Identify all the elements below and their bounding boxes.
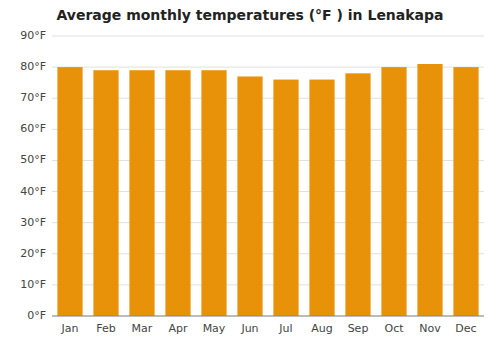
x-axis-line bbox=[52, 316, 484, 317]
x-tick-label: Feb bbox=[96, 322, 115, 335]
x-tick-label: Jul bbox=[278, 322, 292, 335]
bar bbox=[273, 80, 298, 316]
x-tick-label: Dec bbox=[455, 322, 476, 335]
bar bbox=[381, 67, 406, 316]
chart-title: Average monthly temperatures (°F ) in Le… bbox=[56, 7, 443, 23]
bars bbox=[57, 64, 478, 316]
y-tick-label: 50°F bbox=[20, 153, 46, 166]
chart-svg: 0°F 10°F 20°F 30°F 40°F 50°F 60°F 70°F 80°F 90°F J… bbox=[0, 0, 500, 350]
x-tick-label: Mar bbox=[132, 322, 153, 335]
bar bbox=[453, 67, 478, 316]
y-tick-label: 40°F bbox=[20, 185, 46, 198]
y-tick-label: 70°F bbox=[20, 91, 46, 104]
x-tick-label: Nov bbox=[419, 322, 441, 335]
bar bbox=[309, 80, 334, 316]
bar bbox=[129, 70, 154, 316]
bar bbox=[417, 64, 442, 316]
x-tick-label: Apr bbox=[168, 322, 188, 335]
y-tick-label: 10°F bbox=[20, 278, 46, 291]
grid-line bbox=[52, 316, 484, 317]
bar bbox=[237, 76, 262, 316]
chart-container: 0°F 10°F 20°F 30°F 40°F 50°F 60°F 70°F 80°F 90°F J… bbox=[0, 0, 500, 350]
y-tick-label: 0°F bbox=[27, 309, 46, 322]
bar bbox=[57, 67, 82, 316]
bar bbox=[93, 70, 118, 316]
bar bbox=[165, 70, 190, 316]
grid bbox=[52, 36, 484, 316]
y-tick-label: 90°F bbox=[20, 29, 46, 42]
bar bbox=[201, 70, 226, 316]
y-tick-label: 30°F bbox=[20, 216, 46, 229]
x-tick-label: Jun bbox=[240, 322, 258, 335]
y-tick-label: 20°F bbox=[20, 247, 46, 260]
y-tick-label: 60°F bbox=[20, 122, 46, 135]
bar bbox=[345, 73, 370, 316]
x-tick-label: Sep bbox=[348, 322, 369, 335]
x-tick-label: Oct bbox=[384, 322, 404, 335]
x-tick-label: May bbox=[203, 322, 226, 335]
grid-line bbox=[52, 36, 484, 37]
y-tick-label: 80°F bbox=[20, 60, 46, 73]
x-tick-label: Aug bbox=[311, 322, 332, 335]
x-tick-label: Jan bbox=[61, 322, 79, 335]
